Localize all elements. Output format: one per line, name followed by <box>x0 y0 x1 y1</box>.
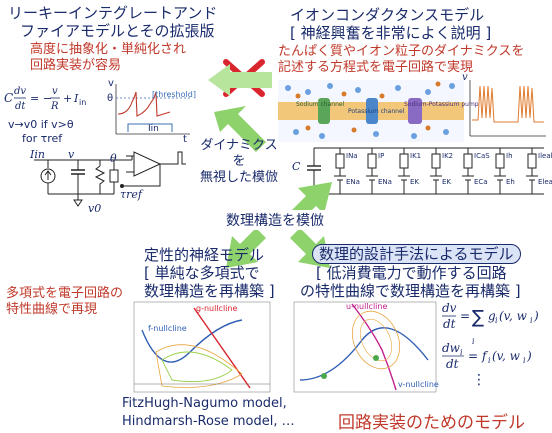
design-title-line3: の特性曲線で数理構造を再構築 ] <box>300 282 521 300</box>
design-phase-plot <box>293 301 437 393</box>
current-label: ICaS <box>474 152 490 160</box>
svg-text:i: i <box>488 356 491 365</box>
lif-cond1: v→v0 if v>θ <box>8 118 74 131</box>
svg-text:in: in <box>79 98 86 107</box>
current-label: IP <box>378 152 385 160</box>
plot-t-label: t <box>183 134 187 145</box>
membrane-label-sodium: Sodium channel <box>296 101 345 108</box>
v-nullcline-label: v-nullcline <box>398 380 439 389</box>
svg-text:g: g <box>488 309 496 323</box>
circuit-v0-label: v0 <box>88 202 102 215</box>
hh-title-line2: [ 神経興奮を非常によく説明 ] <box>290 24 492 42</box>
conductance-circuit <box>307 147 544 195</box>
hh-note-line1: たんぱく質やイオン粒子のダイナミクスを <box>278 44 525 59</box>
threshold-label: [threshold] <box>152 90 196 99</box>
qual-title-line1: 定性的神経モデル <box>144 246 265 264</box>
plot-v-label: v <box>108 78 114 89</box>
hh-note-line2: 記述する方程式を電子回路で実現 <box>278 60 474 75</box>
u-nullcline-label: u-nullcline <box>346 302 388 311</box>
source-label: ENa <box>378 178 392 186</box>
svg-text:dt: dt <box>443 317 456 331</box>
qual-title-line3: 数理構造を再構築 ] <box>144 282 275 300</box>
plot-iin-label: Iin <box>148 124 159 134</box>
svg-text:i: i <box>495 316 498 325</box>
svg-text:R: R <box>50 101 59 112</box>
svg-text:dt: dt <box>446 357 459 371</box>
svg-text:dv: dv <box>14 86 26 97</box>
lif-waveform-plot <box>115 84 190 135</box>
membrane-illustration <box>278 80 464 142</box>
current-label: Ih <box>506 152 513 160</box>
source-label: EK <box>410 178 420 186</box>
svg-text:i: i <box>530 316 533 325</box>
ignore-line2: 無視した模倣 <box>199 170 278 185</box>
design-equations: dv dt = ∑ g i (v, w i ) dw i dt = f i (v… <box>442 301 539 371</box>
structure-mimic-label: 数理構造を模倣 <box>224 210 326 230</box>
ignore-dynamics-text: ダイナミクスを 無視した模倣 <box>198 138 280 186</box>
source-label: ENa <box>346 178 360 186</box>
svg-text:=: = <box>468 349 478 363</box>
membrane-label-pump: Sodium-Potassium pump <box>404 101 479 108</box>
design-title-box: 数理的設計手法によるモデル <box>312 244 521 264</box>
svg-text:I: I <box>73 92 79 105</box>
current-label: IK2 <box>442 152 454 160</box>
lif-equation: C dv dt = − v R + I in <box>4 86 86 112</box>
source-label: EK <box>442 178 452 186</box>
svg-text:i: i <box>460 348 463 357</box>
qual-title-line2: [ 単純な多項式で <box>144 264 260 282</box>
lif-title-line1: リーキーインテグレートアンド <box>8 4 218 22</box>
source-label: Eh <box>506 178 515 186</box>
svg-text:(v, w: (v, w <box>492 349 521 363</box>
design-title-line2: [ 低消費電力で動作する回路 <box>316 264 507 282</box>
svg-text:dt: dt <box>15 101 26 112</box>
circuit-c-label: C <box>292 160 301 173</box>
circuit-theta-label: θ <box>110 152 117 165</box>
sum-index: i <box>472 337 475 346</box>
burst-v-label: v <box>462 72 468 83</box>
svg-text:v: v <box>52 86 58 97</box>
svg-text:): ) <box>533 309 539 323</box>
svg-text:dw: dw <box>442 341 461 355</box>
svg-text:f: f <box>481 349 489 363</box>
svg-text:): ) <box>526 349 532 363</box>
fhn-phase-plot <box>133 301 271 393</box>
eq-dots: ⋮ <box>472 372 486 388</box>
ignore-line1: ダイナミクスを <box>200 138 278 169</box>
qual-side-line1: 多項式を電子回路の <box>6 286 124 301</box>
circuit-v-label: v <box>68 148 75 161</box>
source-label: Eleak <box>538 178 552 186</box>
qual-side-line2: 特性曲線で再現 <box>6 302 98 317</box>
svg-text:dv: dv <box>442 301 457 315</box>
circuit-tref-label: τref <box>120 188 142 201</box>
lif-note-line2: 回路実装が容易 <box>30 58 122 73</box>
design-footer: 回路実装のためのモデル <box>338 413 525 433</box>
svg-text:+: + <box>63 92 72 105</box>
current-label: INa <box>346 152 358 160</box>
current-label: IK1 <box>410 152 422 160</box>
membrane-label-potassium: Potassium channel <box>348 108 405 115</box>
svg-text:i: i <box>523 356 526 365</box>
hh-title-line1: イオンコンダクタンスモデル <box>290 6 485 24</box>
g-nullcline-label: g-nullcline <box>196 304 238 313</box>
svg-text:∑: ∑ <box>472 307 484 328</box>
svg-text:=: = <box>460 309 470 323</box>
f-nullcline-label: f-nullcline <box>148 324 187 333</box>
svg-text:= −: = − <box>30 92 52 105</box>
circuit-iin-label: Iin <box>30 148 45 161</box>
source-label: ECa <box>474 178 488 186</box>
bursting-waveform <box>469 80 546 137</box>
current-label: Ileak <box>538 152 552 160</box>
plot-theta-label: θ <box>107 93 114 104</box>
lif-cond2: for τref <box>22 132 63 145</box>
model-names-line1: FitzHugh-Nagumo model, <box>122 396 287 411</box>
model-names-line2: Hindmarsh-Rose model, … <box>122 414 295 429</box>
svg-text:C: C <box>4 91 13 105</box>
svg-text:(v, w: (v, w <box>499 309 528 323</box>
lif-title-line2: ファイアモデルとその拡張版 <box>20 22 215 40</box>
lif-circuit <box>34 151 186 207</box>
lif-note-line1: 高度に抽象化・単純化され <box>30 42 187 57</box>
